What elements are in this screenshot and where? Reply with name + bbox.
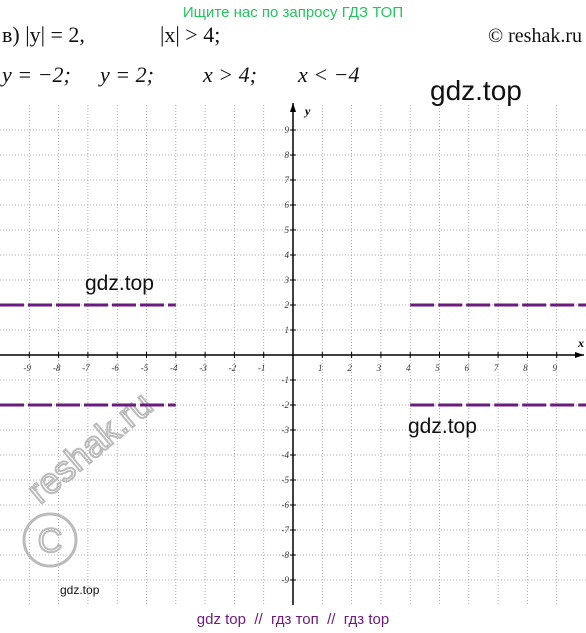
x-arrow (575, 352, 584, 358)
reshak-watermark: reshak.ru (19, 383, 160, 511)
watermark: gdz.top (60, 583, 100, 597)
y-tick-label: -2 (282, 400, 290, 410)
y-tick-label: -6 (282, 500, 290, 510)
watermark: gdz.top (430, 75, 522, 106)
solution: y = 2; (98, 62, 154, 87)
condition: |x| > 4; (160, 22, 220, 47)
x-tick-label: 8 (523, 363, 528, 373)
y-tick-label: -1 (282, 375, 290, 385)
solution: x > 4; (202, 62, 257, 87)
y-tick-label: 2 (285, 300, 290, 310)
x-tick-label: -6 (111, 363, 119, 373)
y-tick-label: 7 (285, 175, 290, 185)
y-tick-label: -8 (282, 550, 290, 560)
y-tick-label: 4 (285, 250, 290, 260)
y-arrow (290, 103, 296, 112)
y-tick-label: 3 (284, 275, 290, 285)
x-tick-label: -2 (229, 363, 237, 373)
y-tick-label: -7 (282, 525, 290, 535)
x-tick-label: 4 (406, 363, 411, 373)
y-tick-label: 5 (285, 225, 290, 235)
y-tick-label: -9 (282, 575, 290, 585)
x-tick-label: -3 (199, 363, 207, 373)
copyright-circle (22, 512, 78, 568)
y-tick-label: -3 (282, 425, 290, 435)
x-tick-label: 3 (376, 363, 382, 373)
watermark: gdz.top (85, 272, 154, 295)
x-tick-label: -8 (53, 363, 61, 373)
x-tick-label: 5 (435, 363, 440, 373)
copyright-c: C (38, 522, 63, 560)
x-tick-label: -4 (170, 363, 178, 373)
y-tick-label: -5 (282, 475, 290, 485)
copyright: © reshak.ru (488, 25, 582, 47)
x-tick-label: 6 (465, 363, 470, 373)
x-tick-label: -1 (258, 363, 266, 373)
condition: в) |y| = 2, (2, 22, 85, 47)
y-tick-label: 8 (285, 150, 290, 160)
x-tick-label: -5 (141, 363, 149, 373)
solution: x < −4 (297, 62, 359, 87)
y-tick-label: 9 (285, 125, 290, 135)
y-axis-label: y (303, 104, 311, 118)
y-tick-label: 6 (285, 200, 290, 210)
search-hint: Ищите нас по запросу ГДЗ ТОП (183, 4, 403, 21)
x-tick-label: 2 (347, 363, 352, 373)
x-tick-label: 7 (494, 363, 499, 373)
footer: gdz top // гдз топ // гдз top (197, 611, 389, 628)
watermark: gdz.top (408, 415, 477, 438)
x-tick-label: -9 (24, 363, 32, 373)
x-tick-label: -7 (82, 363, 90, 373)
x-axis-label: x (577, 336, 584, 350)
y-tick-label: -4 (282, 450, 290, 460)
x-tick-label: 9 (552, 363, 557, 373)
y-tick-label: 1 (285, 325, 290, 335)
x-tick-label: 1 (318, 363, 323, 373)
solution: y = −2; (0, 62, 71, 87)
